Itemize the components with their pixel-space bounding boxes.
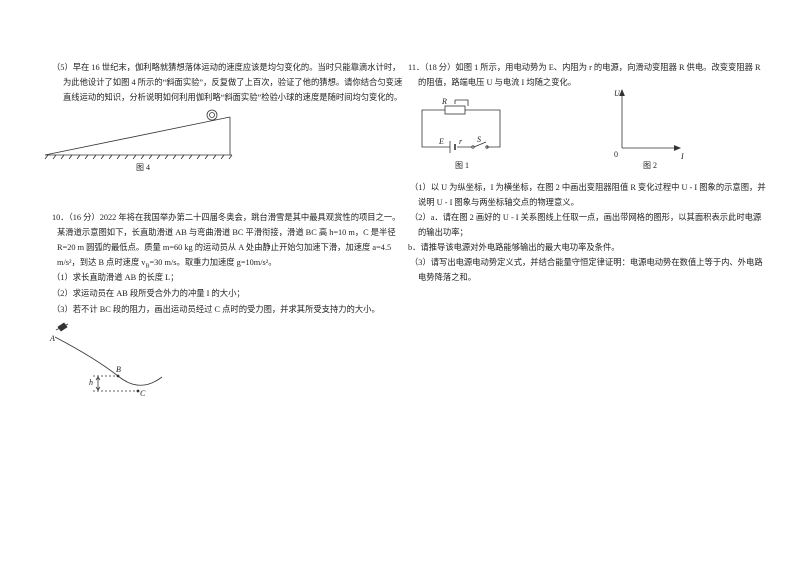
axis-label: I: [680, 152, 684, 161]
text-line: （3）若不计 BC 段的阻力，画出运动员经过 C 点时的受力图，并求其所受支持力…: [52, 305, 380, 314]
origin-label: 0: [614, 150, 618, 159]
axis-label: U: [614, 89, 621, 98]
text-line: （3）请写出电源电动势定义式，并结合能量守恒定律证明：电源电动势在数值上等于内、…: [410, 258, 763, 267]
text-line: 电势降落之和。: [418, 273, 477, 282]
text-line: 为此他设计了如图 4 所示的“斜面实验”，反复做了上百次，验证了他的猜想。请你结…: [63, 78, 403, 87]
height-label: h: [89, 378, 93, 387]
text-line: 某滑道示意图如下，长直助滑道 AB 与弯曲滑道 BC 平滑衔接，滑道 BC 高 …: [57, 228, 396, 237]
circuit-label: R: [441, 97, 447, 106]
text-line: R=20 m 圆弧的最低点。质量 m=60 kg 的运动员从 A 处由静止开始匀…: [57, 243, 392, 252]
text: m/s²，到达 B 点时速度 v: [57, 258, 146, 267]
ski-slope-figure: A B C h: [49, 322, 163, 398]
text-line: b．请推导该电源对外电路能够输出的最大电功率及条件。: [408, 243, 620, 252]
text-line: 的阻值，路端电压 U 与电流 I 均随之变化。: [418, 78, 577, 87]
point-label: A: [49, 334, 55, 343]
text-line: （1）求长直助滑道 AB 的长度 L；: [52, 273, 179, 282]
circuit-label: E: [438, 137, 444, 146]
text-line: 的输出功率；: [418, 228, 468, 237]
figure-1-circuit: R E r S 图 1: [421, 97, 501, 170]
circuit-label: S: [477, 135, 481, 144]
text: =30 m/s。取重力加速度 g=10m/s²。: [149, 258, 277, 267]
circuit-label: r: [459, 137, 463, 146]
text-line: m/s²，到达 B 点时速度 vB=30 m/s。取重力加速度 g=10m/s²…: [57, 258, 277, 272]
point-label: B: [116, 365, 121, 374]
point-label: C: [140, 389, 146, 398]
text-line: 说明 U - I 图象与两坐标轴交点的物理意义。: [418, 198, 579, 207]
text-line: 直线运动的知识，分析说明如何利用伽利略“斜面实验”检验小球的速度是随时间均匀变化…: [63, 93, 403, 102]
figure-4: 图 4: [44, 109, 233, 172]
figure-2-axes: U 0 I 图 2: [614, 89, 684, 170]
figure-caption: 图 1: [455, 161, 469, 170]
text-line: （2）a．请在图 2 画好的 U - I 关系图线上任取一点，画出带网格的图形，…: [410, 213, 762, 222]
figure-caption: 图 4: [136, 163, 150, 172]
text-line: 11．（18 分）如图 1 所示，用电动势为 E、内阻为 r 的电源，向滑动变阻…: [408, 63, 761, 72]
text-line: （1）以 U 为纵坐标，I 为横坐标，在图 2 中画出变阻器阻值 R 变化过程中…: [410, 183, 766, 192]
text-line: （5）早在 16 世纪末，伽利略就猜想落体运动的速度应该是均匀变化的。当时只能靠…: [52, 63, 401, 72]
figure-caption: 图 2: [643, 161, 657, 170]
subscript: B: [145, 263, 150, 270]
text-line: 10．（16 分）2022 年将在我国举办第二十四届冬奥会，跳台滑雪是其中最具观…: [52, 213, 401, 222]
text-line: （2）求运动员在 AB 段所受合外力的冲量 I 的大小；: [52, 289, 245, 298]
